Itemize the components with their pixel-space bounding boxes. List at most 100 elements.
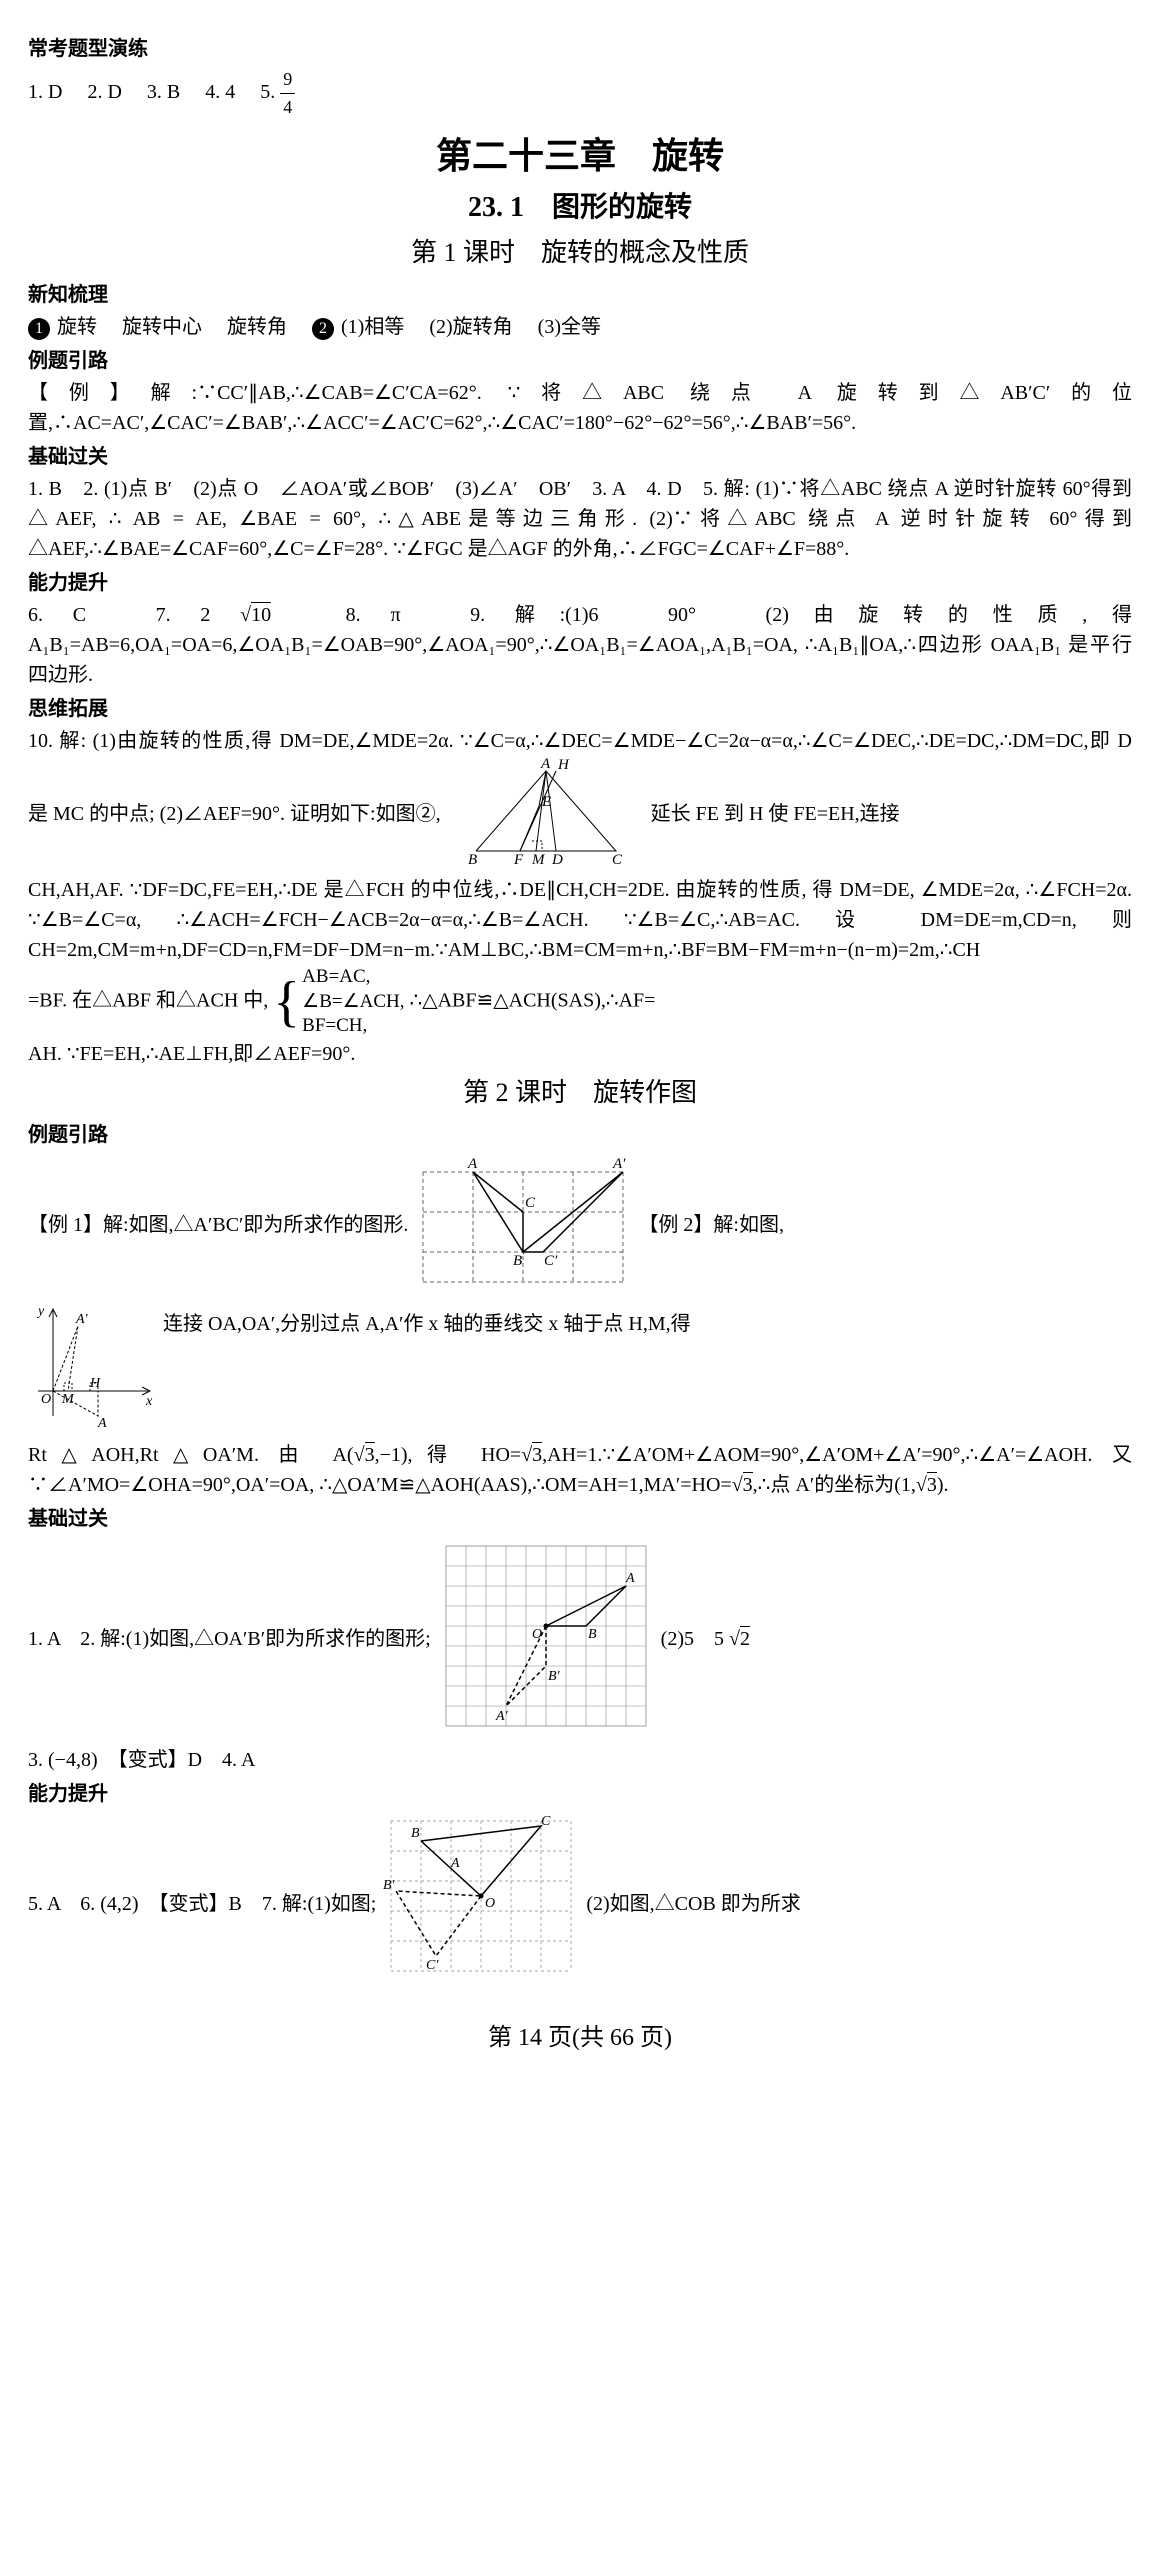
svg-text:A′: A′ [75, 1312, 89, 1327]
q5-numerator: 9 [280, 66, 295, 94]
ex2-p2e: ). [937, 1474, 949, 1496]
brace-block: { AB=AC, ∠B=∠ACH, BF=CH, [273, 965, 404, 1039]
siwei-part3: =BF. 在△ABF 和△ACH 中, { AB=AC, ∠B=∠ACH, BF… [28, 965, 1132, 1039]
ex2-sqrt3a: 3 [365, 1442, 375, 1466]
jichu2-l2: 3. (−4,8) 【变式】D 4. A [28, 1745, 1132, 1775]
section-title: 23. 1 图形的旋转 [28, 187, 1132, 229]
svg-text:A′: A′ [612, 1156, 626, 1172]
grid-diagram-3: B C B′ C′ O A [381, 1811, 581, 2000]
siwei-header: 思维拓展 [28, 694, 1132, 724]
svg-text:B′: B′ [383, 1878, 396, 1893]
svg-text:y: y [36, 1304, 45, 1319]
xz-2a: (1)相等 [341, 316, 404, 338]
svg-text:E: E [541, 794, 551, 810]
jichu2-l1b: (2)5 5 [661, 1628, 724, 1650]
svg-text:A: A [540, 756, 551, 772]
svg-text:A: A [625, 1571, 635, 1586]
sw-p3a: =BF. 在△ABF 和△ACH 中, [28, 990, 268, 1012]
jichu-header: 基础过关 [28, 442, 1132, 472]
xz-2c: (3)全等 [538, 316, 601, 338]
jichu2-row: 1. A 2. 解:(1)如图,△OA′B′即为所求作的图形; [28, 1536, 1132, 1745]
svg-text:D: D [551, 852, 563, 866]
xinzhi-content: 1 旋转 旋转中心 旋转角 2 (1)相等 (2)旋转角 (3)全等 [28, 312, 1132, 342]
top-exercise-header: 常考题型演练 [28, 34, 1132, 64]
triangle-diagram: A H E B F M D C [446, 756, 646, 875]
page-footer: 第 14 页(共 66 页) [28, 2020, 1132, 2056]
q1: 1. D [28, 81, 62, 103]
svg-text:C′: C′ [544, 1253, 558, 1269]
q2: 2. D [87, 81, 121, 103]
svg-text:C: C [525, 1195, 536, 1211]
nengli-header: 能力提升 [28, 568, 1132, 598]
svg-text:B: B [588, 1627, 597, 1642]
siwei-part2: CH,AH,AF. ∵DF=DC,FE=EH,∴DE 是△FCH 的中位线,∴D… [28, 875, 1132, 965]
sw-p1-tail: 延长 FE 到 H 使 FE=EH,连接 [651, 803, 900, 825]
xz-1b: 旋转中心 [122, 316, 202, 338]
svg-text:C: C [612, 852, 623, 866]
svg-text:C′: C′ [426, 1958, 439, 1973]
svg-text:C: C [541, 1814, 551, 1829]
svg-text:B: B [513, 1253, 522, 1269]
svg-text:O: O [41, 1392, 51, 1407]
nl2-header: 能力提升 [28, 1779, 1132, 1809]
ex2-part2: Rt△AOH,Rt△OA′M. 由 A(√3,−1),得 HO=√3,AH=1.… [28, 1440, 1132, 1500]
jichu-line1: 1. B 2. (1)点 B′ (2)点 O ∠AOA′或∠BOB′ (3)∠A… [28, 474, 1132, 564]
top-answers-row: 1. D 2. D 3. B 4. 4 5. 9 4 [28, 66, 1132, 121]
svg-text:x: x [145, 1394, 153, 1409]
ex2-p2a: Rt△AOH,Rt△OA′M. 由 A( [28, 1444, 354, 1466]
num-2-icon: 2 [312, 318, 334, 340]
q5-prefix: 5. [260, 81, 275, 103]
xz-1c: 旋转角 [227, 316, 287, 338]
ex2-text: 【例 2】解:如图, [638, 1214, 784, 1236]
svg-text:F: F [513, 852, 524, 866]
grid-diagram-2: A A′ B B′ O [436, 1536, 656, 1745]
num-1-icon: 1 [28, 318, 50, 340]
jichu2-l1a: 1. A 2. 解:(1)如图,△OA′B′即为所求作的图形; [28, 1628, 431, 1650]
jichu-l1: 1. B 2. (1)点 B′ (2)点 O ∠AOA′或∠BOB′ (3)∠A… [28, 478, 750, 500]
axes-diagram: y x A′ A O M H [28, 1301, 158, 1440]
ex2-line2-row: y x A′ A O M H 连接 OA,OA′,分别过点 A,A′作 x 轴的… [28, 1301, 1132, 1440]
xz-2b: (2)旋转角 [429, 316, 512, 338]
ex2-p2b: ,−1),得 HO= [375, 1444, 522, 1466]
brace-l3: BF=CH, [302, 1015, 367, 1036]
brace-l1: AB=AC, [302, 966, 370, 987]
ex2-l2: 连接 OA,OA′,分别过点 A,A′作 x 轴的垂线交 x 轴于点 H,M,得 [163, 1301, 1083, 1339]
nengli-content: 6. C 7. 2 √10 8. π 9. 解:(1)6 90° (2)由旋转的… [28, 600, 1132, 690]
nl-a: 6. C 7. 2 [28, 604, 210, 626]
svg-text:M: M [531, 852, 546, 866]
siwei-part1: 10. 解: (1)由旋转的性质,得 DM=DE,∠MDE=2α. ∵∠C=α,… [28, 726, 1132, 875]
svg-text:A: A [97, 1416, 107, 1431]
svg-text:B: B [468, 852, 477, 866]
nl2-row: 5. A 6. (4,2) 【变式】B 7. 解:(1)如图; B C B′ [28, 1811, 1132, 2000]
brace-icon: { [273, 974, 300, 1030]
xz-1a: 旋转 [57, 316, 97, 338]
nl2-tail: (2)如图,△COB 即为所求 [586, 1893, 800, 1915]
xinzhi-header: 新知梳理 [28, 280, 1132, 310]
ex2-sqrt3c: 3 [743, 1472, 753, 1496]
liti2-header: 例题引路 [28, 1120, 1132, 1150]
example-solution: 【例】解:∵CC′∥AB,∴∠CAB=∠C′CA=62°. ∵将△ABC 绕点 … [28, 378, 1132, 438]
liti-header: 例题引路 [28, 346, 1132, 376]
ex2-sqrt3b: 3 [532, 1442, 542, 1466]
svg-text:H: H [89, 1376, 101, 1391]
ex-row: 【例 1】解:如图,△A′BC′即为所求作的图形. A A′ C C′ B [28, 1152, 1132, 1301]
nl-sqrt10: 10 [251, 602, 271, 626]
ex2-p2d: ,∴点 A′的坐标为(1, [753, 1474, 916, 1496]
ex2-sqrt3d: 3 [927, 1472, 937, 1496]
svg-text:B′: B′ [548, 1669, 561, 1684]
q5-fraction: 9 4 [280, 66, 295, 121]
ex1-text: 【例 1】解:如图,△A′BC′即为所求作的图形. [28, 1214, 408, 1236]
q3: 3. B [147, 81, 180, 103]
svg-text:M: M [61, 1392, 75, 1407]
brace-l2: ∠B=∠ACH, [302, 991, 404, 1012]
svg-text:A′: A′ [495, 1709, 509, 1724]
svg-text:O: O [485, 1896, 495, 1911]
svg-text:H: H [557, 757, 570, 773]
chapter-title: 第二十三章 旋转 [28, 129, 1132, 183]
svg-text:A: A [467, 1156, 478, 1172]
q4: 4. 4 [205, 81, 235, 103]
grid-diagram-1: A A′ C C′ B [413, 1152, 633, 1301]
svg-text:B: B [411, 1826, 420, 1841]
nl2-line: 5. A 6. (4,2) 【变式】B 7. 解:(1)如图; [28, 1893, 376, 1915]
siwei-part4: AH. ∵FE=EH,∴AE⊥FH,即∠AEF=90°. [28, 1039, 1132, 1069]
